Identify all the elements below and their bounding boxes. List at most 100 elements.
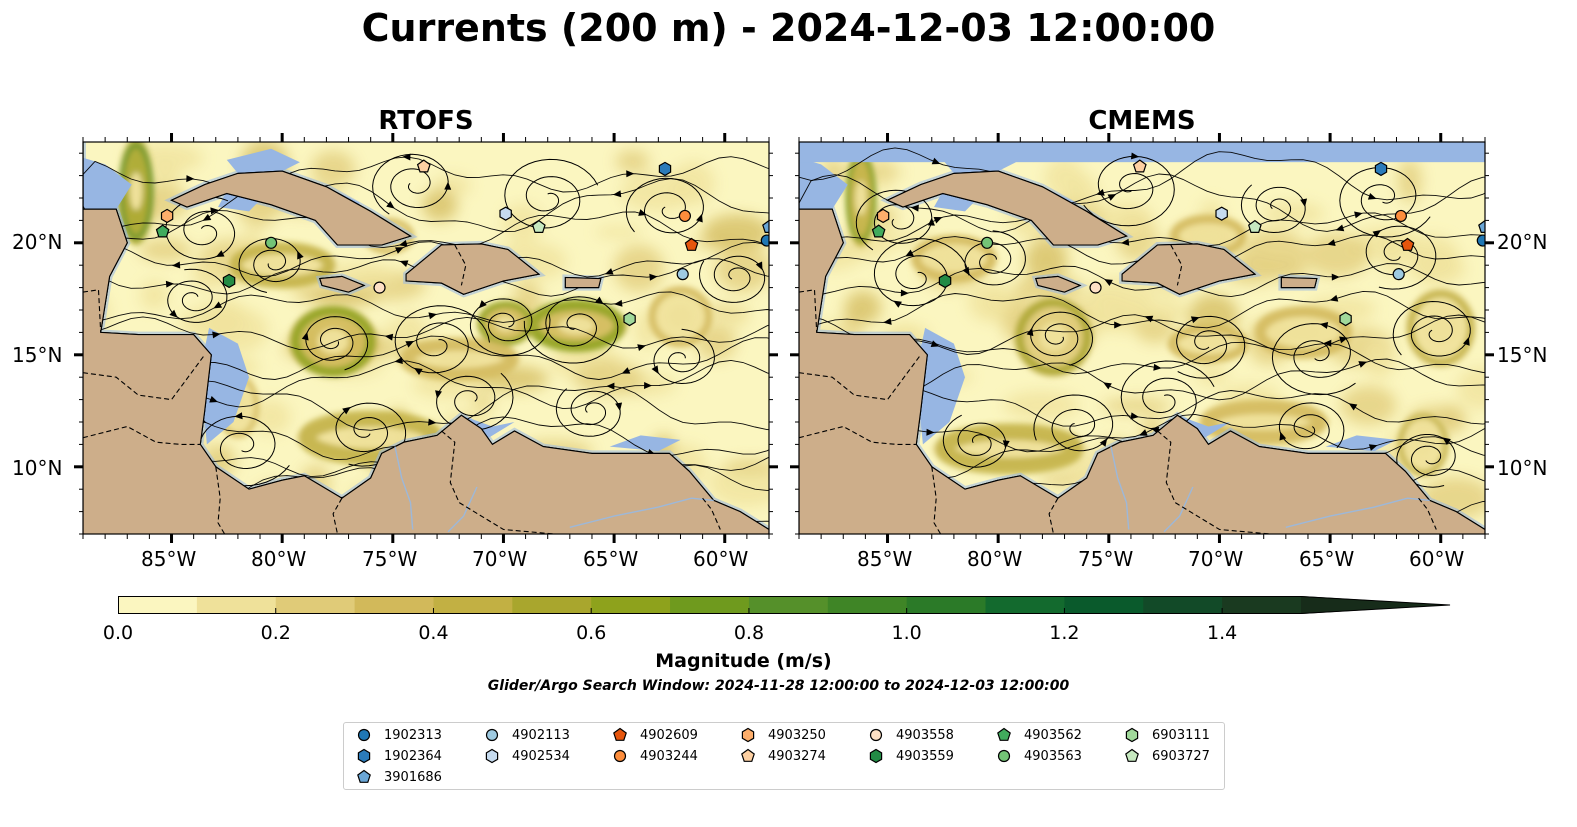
legend-marker-3901686 <box>357 769 371 783</box>
lat-label-20n-right: 20°N <box>1497 230 1548 254</box>
circle-marker-icon <box>997 749 1011 763</box>
float-marker-1902364 <box>1374 161 1388 177</box>
legend-label: 4903558 <box>896 727 954 743</box>
map-canvas <box>799 142 1485 534</box>
colorbar-extend-max <box>1301 596 1451 614</box>
lon-label-70w-left: 70°W <box>472 547 528 571</box>
colorbar-bin <box>1143 596 1223 614</box>
legend-item-1902313: 1902313 <box>356 725 442 745</box>
legend-label: 4902113 <box>512 727 570 743</box>
colorbar-tick-label: 0.6 <box>576 622 607 644</box>
legend-label: 1902313 <box>384 727 442 743</box>
legend-label: 4902534 <box>512 748 570 764</box>
colorbar-tick-label: 1.4 <box>1207 622 1238 644</box>
map-panel-rtofs[interactable] <box>83 142 769 534</box>
float-marker-1902364 <box>658 161 672 177</box>
legend-item-4903558: 4903558 <box>868 725 954 745</box>
circle-marker-icon <box>869 728 883 742</box>
colorbar-bin <box>1064 596 1144 614</box>
colorbar-bin <box>906 596 987 614</box>
colorbar-tick-label: 1.2 <box>1049 622 1080 644</box>
float-marker-4903558 <box>373 281 386 294</box>
map-canvas <box>83 142 769 534</box>
legend-item-4903559: 4903559 <box>868 746 954 766</box>
legend-item-4903562: 4903562 <box>996 725 1082 745</box>
pentagon-marker-icon <box>1125 748 1139 762</box>
float-marker-4902113 <box>676 268 689 281</box>
float-marker-4903250 <box>160 208 174 224</box>
colorbar-bin <box>985 596 1065 614</box>
legend-label: 1902364 <box>384 748 442 764</box>
legend-label: 3901686 <box>384 769 442 785</box>
lat-label-10n-right: 10°N <box>1497 456 1548 480</box>
hexagon-marker-icon <box>357 748 371 764</box>
pentagon-marker-icon <box>741 748 755 762</box>
lon-label-70w-right: 70°W <box>1188 547 1244 571</box>
float-legend: 1902313 1902364 3901686 4902113 4902534 49026… <box>343 722 1225 790</box>
panel-title-cmems: CMEMS <box>1088 106 1196 136</box>
legend-label: 4903250 <box>768 727 826 743</box>
colorbar-bin <box>354 596 434 614</box>
hexagon-marker-icon <box>1125 727 1139 743</box>
figure-title: Currents (200 m) - 2024-12-03 12:00:00 <box>361 6 1216 50</box>
circle-marker-icon <box>485 728 499 742</box>
float-marker-6903111 <box>623 311 636 327</box>
legend-marker-1902313 <box>357 728 371 742</box>
legend-label: 4903244 <box>640 748 698 764</box>
legend-marker-4903244 <box>613 749 627 763</box>
legend-item-1902364: 1902364 <box>356 746 442 766</box>
colorbar-bin <box>275 596 356 614</box>
float-marker-4902534 <box>1215 206 1228 221</box>
legend-marker-4903274 <box>741 748 755 762</box>
pentagon-marker-icon <box>357 769 371 783</box>
lon-label-60w-right: 60°W <box>1409 547 1465 571</box>
colorbar-bin <box>118 596 198 614</box>
float-marker-1902313 <box>760 234 769 247</box>
circle-marker-icon <box>357 728 371 742</box>
float-marker-4903250 <box>876 208 890 224</box>
colorbar-bin <box>591 596 671 614</box>
legend-marker-6903727 <box>1125 748 1139 762</box>
legend-marker-1902364 <box>357 748 371 764</box>
legend-item-4902113: 4902113 <box>484 725 570 745</box>
float-marker-4903563 <box>264 236 278 249</box>
legend-item-4902534: 4902534 <box>484 746 570 766</box>
float-marker-4903559 <box>938 273 952 289</box>
colorbar-tick-label: 0.0 <box>102 622 134 644</box>
colorbar-label: Magnitude (m/s) <box>655 650 832 672</box>
colorbar-tick-label: 1.0 <box>891 622 922 644</box>
float-marker-4902534 <box>499 206 512 221</box>
legend-marker-4903559 <box>869 748 883 764</box>
hexagon-marker-icon <box>741 727 755 743</box>
lon-label-60w-left: 60°W <box>693 547 749 571</box>
panel-title-rtofs: RTOFS <box>378 106 474 136</box>
lon-label-85w-right: 85°W <box>857 547 913 571</box>
circle-marker-icon <box>613 749 627 763</box>
legend-item-4903250: 4903250 <box>740 725 826 745</box>
hexagon-marker-icon <box>485 748 499 764</box>
legend-label: 4902609 <box>640 727 698 743</box>
colorbar-tick-label: 0.4 <box>418 622 449 644</box>
hexagon-marker-icon <box>869 748 883 764</box>
legend-item-4902609: 4902609 <box>612 725 698 745</box>
legend-item-3901686: 3901686 <box>356 767 442 787</box>
legend-item-6903111: 6903111 <box>1124 725 1210 745</box>
float-marker-1902313 <box>1476 234 1485 247</box>
legend-item-4903274: 4903274 <box>740 746 826 766</box>
lon-label-75w-right: 75°W <box>1078 547 1134 571</box>
float-marker-4903558 <box>1089 281 1102 294</box>
colorbar <box>118 596 1451 614</box>
lat-label-15n-right: 15°N <box>1497 343 1548 367</box>
colorbar-bin <box>433 596 513 614</box>
colorbar-tick-label: 0.2 <box>260 622 291 644</box>
legend-marker-4903562 <box>997 727 1011 741</box>
float-marker-4903244 <box>678 209 692 223</box>
float-marker-4903244 <box>1394 209 1408 223</box>
lat-label-10n-left: 10°N <box>12 456 63 480</box>
float-marker-4903559 <box>222 273 236 289</box>
map-panel-cmems[interactable] <box>799 142 1485 534</box>
colorbar-tick-label: 0.8 <box>733 622 765 644</box>
legend-marker-4903558 <box>869 728 883 742</box>
pentagon-marker-icon <box>613 727 627 741</box>
float-marker-4903563 <box>980 236 994 249</box>
